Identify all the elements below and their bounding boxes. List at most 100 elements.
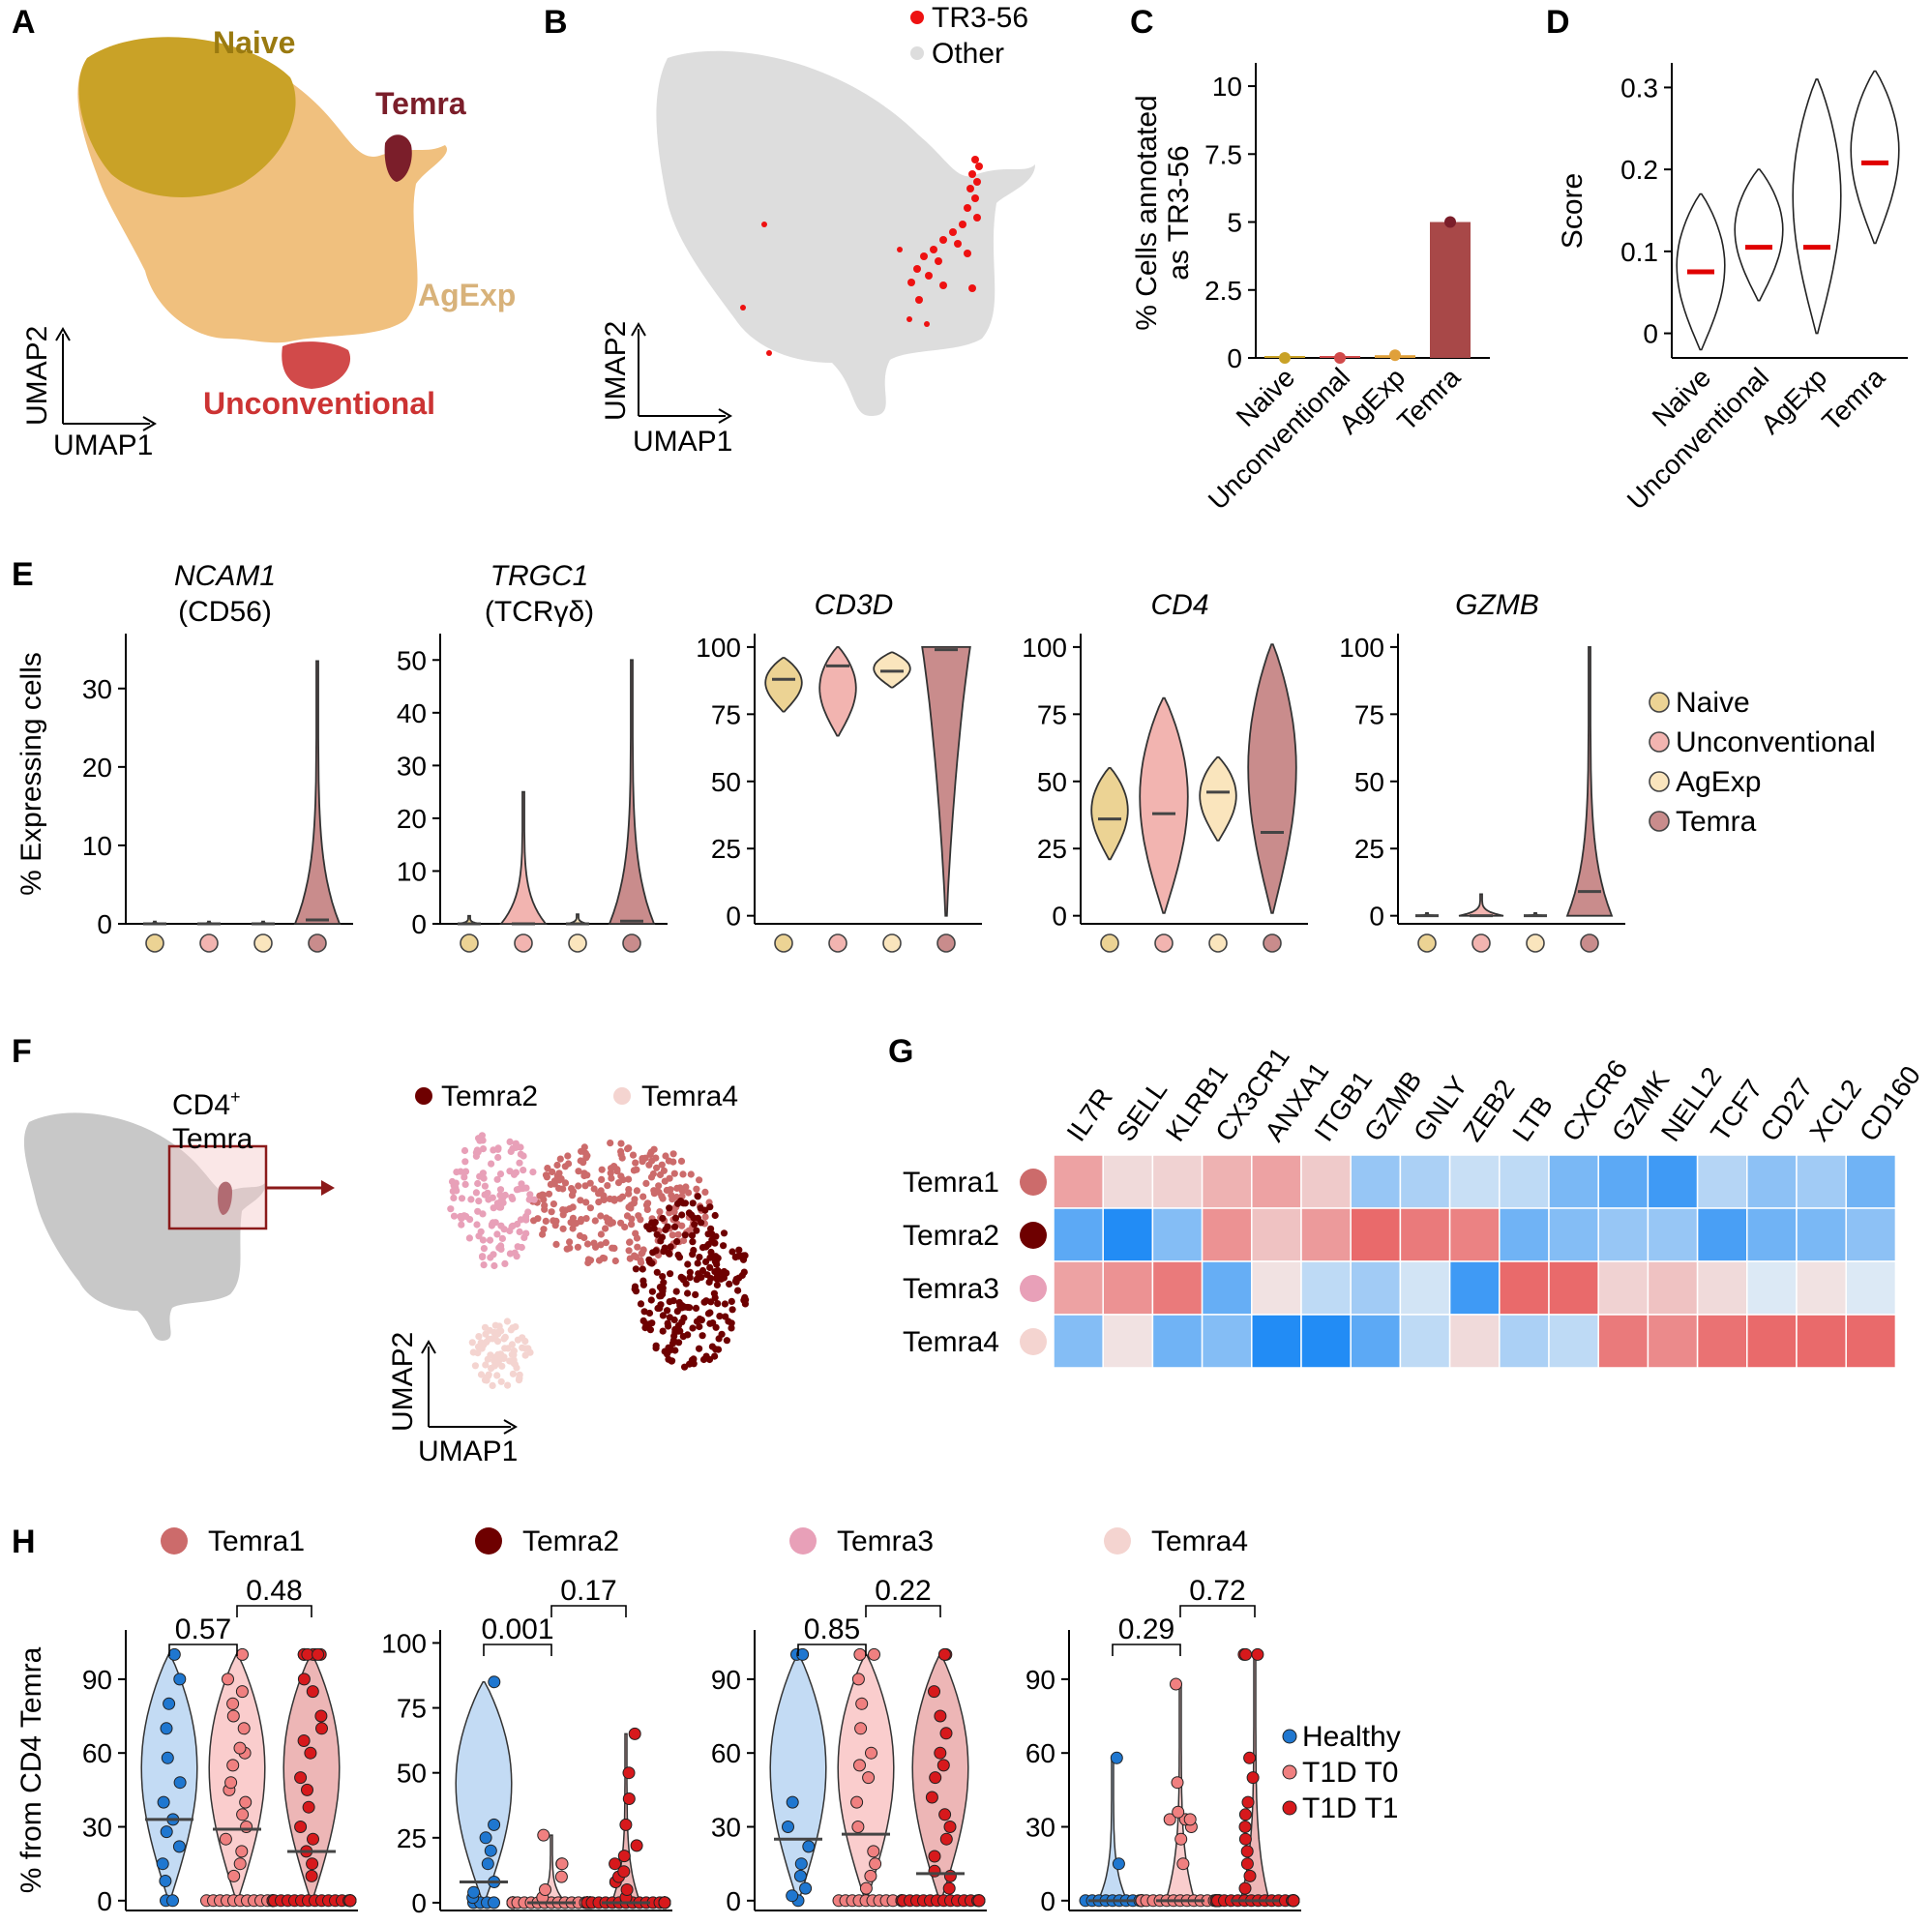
f-point [659, 1214, 667, 1223]
f-point [496, 1170, 505, 1178]
h-panel-temra3: Temra3 0 30 60 90 0.85 0.22 [711, 1525, 987, 1916]
box-label-cd4: CD4+ [172, 1087, 241, 1121]
h-point-t1d-t1 [297, 1673, 311, 1686]
f-point [512, 1169, 520, 1176]
e-xtick-dot-temra [308, 933, 327, 953]
f-point [604, 1182, 611, 1190]
g-cell-temra1-il7r [1053, 1154, 1104, 1209]
f-point [590, 1185, 598, 1193]
f-point [508, 1350, 516, 1358]
f-point [543, 1173, 551, 1181]
g-row-dot-temra3 [1020, 1275, 1047, 1302]
e-xtick-dot-unconventional [1154, 933, 1174, 953]
f-point [735, 1252, 743, 1259]
f-point [653, 1230, 661, 1238]
g-cell-temra3-cxcr6 [1548, 1260, 1599, 1316]
g-col-label-il7r: IL7R [1061, 1082, 1118, 1146]
f-point [721, 1300, 729, 1308]
e-xtick-dot-naive [1100, 933, 1119, 953]
f-point [634, 1243, 641, 1251]
f-point [450, 1194, 458, 1201]
f-point [493, 1199, 501, 1207]
h-point-healthy [1112, 1857, 1125, 1871]
h-ytick-label: 25 [397, 1823, 427, 1853]
f-point [469, 1348, 477, 1356]
f-point [452, 1179, 460, 1187]
f-point [659, 1312, 668, 1319]
g-cell-temra3-gnly [1399, 1260, 1451, 1316]
h-point-t1d-t1 [307, 1832, 319, 1846]
f-point [461, 1173, 468, 1181]
e-ytick-label: 100 [696, 633, 741, 663]
h-ytick-label: 100 [381, 1628, 427, 1658]
f-point [705, 1355, 714, 1364]
h-legend-label-healthy: Healthy [1302, 1721, 1401, 1753]
f-point [602, 1225, 609, 1232]
h-title-dot-temra4 [1104, 1527, 1131, 1555]
h-pvalue-1: 0.001 [481, 1614, 553, 1645]
h-point-t1d-t1 [294, 1821, 308, 1833]
f-point [566, 1244, 574, 1252]
f-point [714, 1346, 723, 1353]
h-point-t1d-t0 [237, 1722, 251, 1735]
f-point [516, 1371, 523, 1378]
f-point [678, 1211, 686, 1219]
f-point [646, 1326, 655, 1334]
e-xtick-dot-unconventional [1471, 933, 1491, 953]
panel-d: D 00.10.20.3NaiveUnconventionalAgExpTemr… [1546, 4, 1908, 516]
g-cell-temra1-nell2 [1647, 1154, 1699, 1209]
h-point-t1d-t0 [224, 1776, 238, 1790]
e-violin-temra [1565, 646, 1614, 917]
panel-g: G Temra1Temra2Temra3Temra4IL7RSELLKLRB1C… [888, 1033, 1926, 1369]
f-point [677, 1157, 686, 1165]
e-ytick-label: 0 [97, 909, 112, 939]
f-point [667, 1270, 674, 1278]
c-point-unconventional [1334, 352, 1346, 364]
f-point [720, 1229, 728, 1237]
f-point [658, 1161, 666, 1169]
f-point [671, 1223, 679, 1230]
f-point [693, 1185, 700, 1193]
f-point [509, 1222, 517, 1229]
h-title-temra3: Temra3 [837, 1525, 934, 1557]
d-violin-agexp [1792, 78, 1842, 335]
f-point [720, 1268, 728, 1276]
g-cell-temra3-gzmk [1597, 1260, 1650, 1316]
f-point [632, 1265, 640, 1273]
h-legend-dot-healthy [1282, 1729, 1297, 1744]
g-cell-temra2-cd160 [1845, 1207, 1897, 1262]
g-row-dot-temra2 [1020, 1222, 1047, 1249]
f-point [722, 1313, 729, 1320]
e-ytick-label: 50 [1037, 767, 1067, 797]
h-ytick-label: 90 [1025, 1665, 1055, 1695]
h-point-t1d-t1 [315, 1722, 328, 1735]
f-point [595, 1199, 603, 1206]
h-point-healthy [161, 1751, 174, 1764]
f-point [671, 1325, 679, 1333]
f-point [638, 1259, 645, 1266]
f-point [555, 1170, 563, 1177]
f-point [472, 1152, 480, 1160]
f-point [522, 1229, 530, 1237]
e-ytick-label: 25 [711, 834, 741, 864]
f-point [474, 1179, 482, 1188]
umap-unconventional-cloud [282, 341, 351, 389]
f-point [648, 1219, 656, 1227]
h-point-t1d-t1 [628, 1727, 641, 1740]
c-ylabel-line2: as TR3-56 [1163, 145, 1195, 281]
e-xtick-dot-unconventional [514, 933, 533, 953]
f-point [652, 1247, 660, 1255]
f-point [610, 1196, 618, 1203]
h-point-healthy [1110, 1751, 1123, 1764]
h-point-healthy [488, 1675, 501, 1689]
f-point [608, 1174, 615, 1182]
h-point-t1d-t0 [226, 1709, 240, 1723]
f-point [656, 1284, 665, 1291]
f-point [668, 1357, 675, 1365]
f-point [669, 1231, 676, 1239]
f-point [476, 1172, 484, 1180]
f-point [509, 1370, 518, 1377]
umap1-label-b: UMAP1 [633, 426, 732, 458]
f-point [497, 1222, 505, 1229]
h-point-healthy [786, 1889, 799, 1903]
